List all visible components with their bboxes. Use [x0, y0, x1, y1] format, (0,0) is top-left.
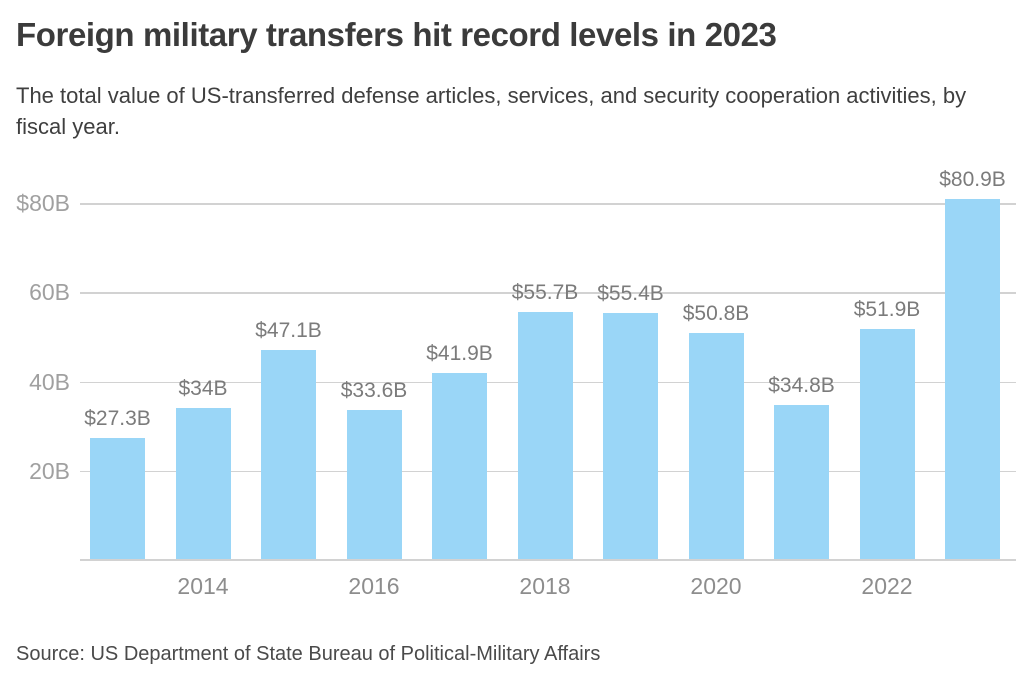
bar-value-label: $41.9B — [426, 342, 493, 366]
x-axis-tick-label: 2022 — [861, 573, 913, 599]
bar-value-label: $33.6B — [340, 379, 408, 403]
bar — [603, 312, 658, 560]
bar-value-label: $55.7B — [511, 280, 579, 304]
x-axis-line — [80, 559, 1016, 561]
gridline — [80, 292, 1016, 294]
x-axis-tick-label: 2016 — [348, 573, 400, 599]
gridline — [80, 203, 1016, 205]
y-axis-tick-label: $80B — [16, 190, 70, 217]
bar — [774, 404, 829, 560]
bar — [688, 333, 744, 560]
plot-area: $27.3B $34B $47.1B $33.6B $41.9B $55.7B $55.4B… — [80, 160, 1016, 560]
bar-value-label: $47.1B — [255, 318, 322, 342]
bar-value-label: $34B — [178, 377, 228, 401]
bar — [90, 438, 145, 560]
bar — [175, 408, 231, 560]
bar-value-label: $34.8B — [768, 373, 835, 397]
bar-value-label: $50.8B — [682, 302, 750, 326]
chart-title: Foreign military transfers hit record le… — [16, 16, 777, 53]
x-axis-tick-label: 2020 — [690, 573, 742, 599]
bar — [261, 349, 316, 560]
bar-value-label: $80.9B — [939, 168, 1006, 192]
bar — [859, 328, 915, 560]
bar-value-label: $27.3B — [84, 407, 151, 431]
x-axis-tick-label: 2014 — [177, 573, 229, 599]
bar — [945, 199, 1000, 560]
chart-subtitle: The total value of US-transferred defens… — [16, 83, 967, 139]
bar — [346, 410, 402, 560]
bar-chart: $80B 60B 40B 20B $27.3B $34B $47.1B $33.6B $41.… — [0, 160, 1024, 620]
bar-value-label: $51.9B — [853, 297, 921, 321]
bar-value-label: $55.4B — [597, 281, 664, 305]
bar — [432, 373, 487, 560]
x-axis-tick-label: 2018 — [519, 573, 571, 599]
y-axis-tick-label: 20B — [29, 457, 70, 484]
bar — [517, 311, 573, 560]
y-axis-tick-label: 40B — [29, 368, 70, 395]
y-axis-tick-label: 60B — [29, 279, 70, 306]
source-note: Source: US Department of State Bureau of… — [16, 643, 601, 665]
